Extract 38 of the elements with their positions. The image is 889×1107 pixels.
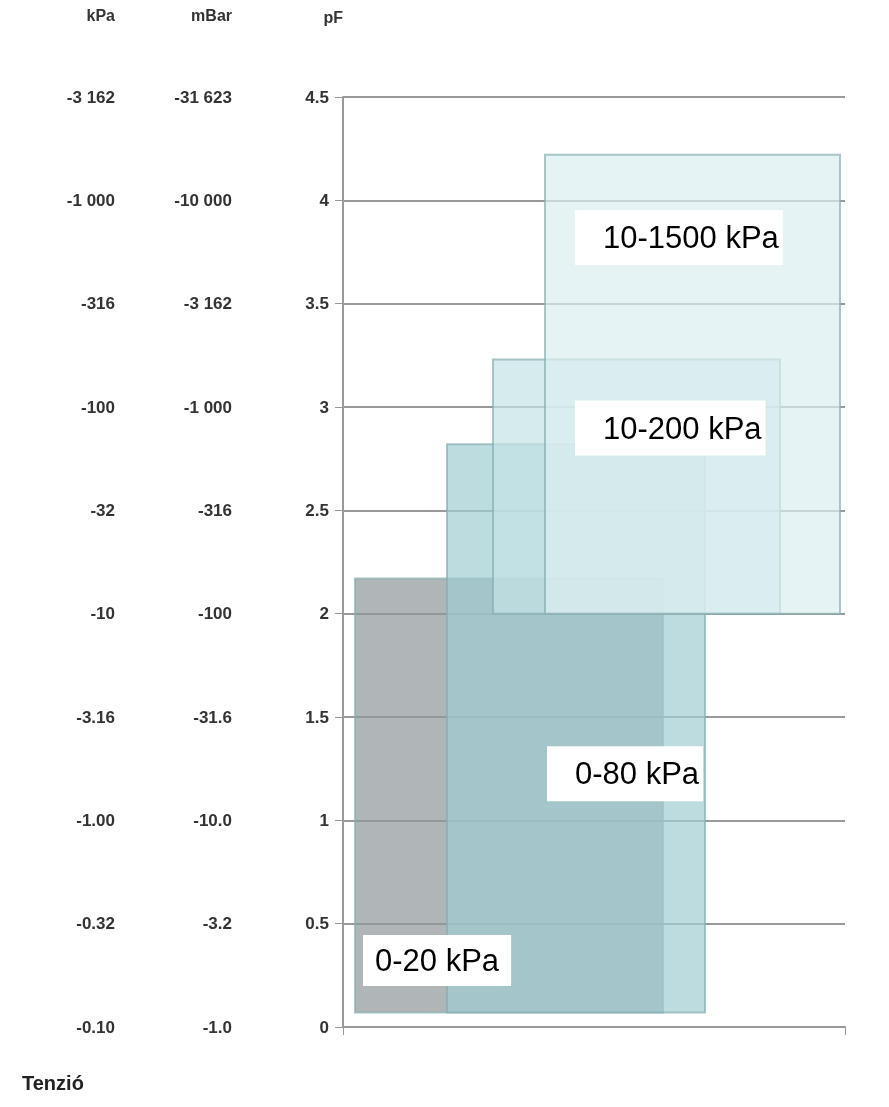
- series-label: 0-80 kPa: [575, 756, 700, 792]
- text: kPa: [86, 6, 116, 24]
- text: -31 623: [174, 87, 232, 107]
- y-tick-label: 1.5: [305, 707, 329, 727]
- text: -1 000: [183, 397, 232, 417]
- y-tick-label: 3: [319, 397, 329, 417]
- text: -31.6: [193, 707, 232, 727]
- text: -1.0: [202, 1017, 232, 1037]
- y-tick-label: 4.5: [305, 87, 329, 107]
- text: -3 162: [66, 87, 115, 107]
- y-tick-label: 1: [319, 810, 329, 830]
- text: -3 162: [183, 294, 232, 314]
- text: -10: [90, 604, 115, 624]
- y-tick-label: 2: [319, 604, 329, 624]
- y-tick-label: 3.5: [305, 294, 329, 314]
- text: -316: [80, 294, 115, 314]
- text: -32: [90, 500, 115, 520]
- text: -10 000: [174, 190, 232, 210]
- series-label: 0-20 kPa: [375, 942, 500, 978]
- y-tick-label: 0.5: [305, 914, 329, 934]
- text: mBar: [191, 6, 232, 24]
- text: Tenzió: [22, 1072, 84, 1094]
- series-label: 10-1500 kPa: [603, 219, 780, 255]
- text: -1 000: [66, 190, 115, 210]
- y-tick-label: 4: [319, 190, 330, 210]
- text: -0.10: [76, 1017, 115, 1037]
- y-tick-label: 2.5: [305, 500, 329, 520]
- text: -316: [197, 500, 232, 520]
- text: -3.16: [76, 707, 115, 727]
- y-tick-label: 0: [319, 1017, 329, 1037]
- text: -100: [197, 604, 232, 624]
- series-label: 10-200 kPa: [603, 410, 763, 446]
- y-axis-title: pF: [323, 8, 344, 26]
- text: -0.32: [76, 914, 115, 934]
- text: -100: [80, 397, 115, 417]
- text: -10.0: [193, 810, 232, 830]
- text: -1.00: [76, 810, 115, 830]
- text: -3.2: [202, 914, 232, 934]
